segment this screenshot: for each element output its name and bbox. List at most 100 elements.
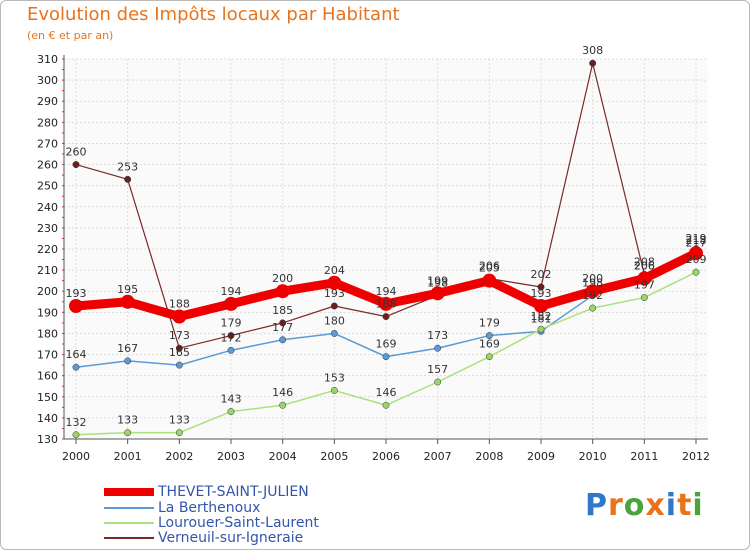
- data-label: 177: [272, 321, 293, 334]
- logo-letter: r: [608, 488, 624, 523]
- y-tick-label: 290: [37, 95, 58, 108]
- y-tick-label: 250: [37, 180, 58, 193]
- y-tick-label: 280: [37, 116, 58, 129]
- data-point: [537, 325, 545, 333]
- data-label: 146: [376, 386, 397, 399]
- data-label: 167: [117, 342, 138, 355]
- data-point: [120, 294, 135, 309]
- x-tick-label: 2005: [320, 450, 348, 463]
- data-label: 204: [324, 264, 345, 277]
- logo-letter: P: [585, 488, 608, 523]
- data-point: [279, 336, 287, 344]
- x-tick-label: 2000: [62, 450, 90, 463]
- data-label: 132: [66, 416, 87, 429]
- data-point: [537, 283, 545, 291]
- data-point: [330, 386, 338, 394]
- data-point: [227, 408, 235, 416]
- data-label: 164: [66, 348, 87, 361]
- y-tick-label: 190: [37, 306, 58, 319]
- legend-label: Lourouer-Saint-Laurent: [158, 514, 319, 531]
- data-point: [585, 284, 600, 299]
- x-tick-label: 2002: [165, 450, 193, 463]
- x-tick-label: 2008: [475, 450, 503, 463]
- data-point: [72, 431, 80, 439]
- legend-swatch: [104, 536, 154, 539]
- legend-item: Lourouer-Saint-Laurent: [104, 514, 319, 531]
- data-label: 198: [582, 276, 603, 289]
- data-point: [692, 268, 700, 276]
- y-tick-label: 200: [37, 285, 58, 298]
- chart-subtitle: (en € et par an): [27, 29, 114, 42]
- data-point: [279, 319, 287, 327]
- data-label: 153: [324, 371, 345, 384]
- x-tick-label: 2001: [114, 450, 142, 463]
- data-label: 200: [272, 272, 293, 285]
- data-label: 197: [634, 279, 655, 292]
- data-point: [175, 344, 183, 352]
- data-label: 188: [376, 298, 397, 311]
- data-label: 193: [324, 287, 345, 300]
- data-point: [327, 275, 342, 290]
- data-label: 194: [221, 285, 242, 298]
- legend-label: THEVET-SAINT-JULIEN: [158, 483, 309, 500]
- y-tick-label: 230: [37, 222, 58, 235]
- data-label: 199: [427, 274, 448, 287]
- data-point: [275, 284, 290, 299]
- proxiti-logo: Proxiti: [585, 488, 704, 523]
- logo-letter: i: [665, 488, 678, 523]
- x-tick-label: 2007: [424, 450, 452, 463]
- data-point: [430, 286, 445, 301]
- data-label: 193: [531, 287, 552, 300]
- data-label: 173: [427, 329, 448, 342]
- y-tick-label: 220: [37, 243, 58, 256]
- data-label: 182: [531, 310, 552, 323]
- data-label: 195: [117, 283, 138, 296]
- data-label: 198: [427, 276, 448, 289]
- data-label: 157: [427, 363, 448, 376]
- data-label: 173: [169, 329, 190, 342]
- data-label: 200: [582, 272, 603, 285]
- x-tick-label: 2004: [269, 450, 297, 463]
- x-tick-label: 2003: [217, 450, 245, 463]
- data-point: [124, 429, 132, 437]
- legend-swatch: [104, 506, 154, 509]
- data-point: [227, 346, 235, 354]
- y-tick-label: 180: [37, 327, 58, 340]
- x-tick-label: 2006: [372, 450, 400, 463]
- data-label: 165: [169, 346, 190, 359]
- data-point: [379, 296, 393, 311]
- data-label: 217: [686, 236, 707, 249]
- data-label: 188: [169, 298, 190, 311]
- data-label: 260: [66, 146, 87, 159]
- y-tick-label: 130: [37, 433, 58, 446]
- logo-letter: i: [692, 488, 704, 523]
- y-tick-label: 310: [37, 53, 58, 66]
- y-tick-label: 260: [37, 159, 58, 172]
- legend-swatch: [104, 487, 154, 496]
- legend-label: La Berthenoux: [158, 499, 261, 516]
- data-label: 206: [479, 260, 500, 273]
- legend-item: THEVET-SAINT-JULIEN: [104, 483, 309, 500]
- data-label: 308: [582, 44, 603, 57]
- data-label: 133: [117, 414, 138, 427]
- data-label: 180: [324, 314, 345, 327]
- data-point: [382, 353, 390, 361]
- data-label: 169: [376, 338, 397, 351]
- data-point: [224, 296, 238, 311]
- data-point: [330, 302, 338, 310]
- legend-swatch: [104, 521, 154, 524]
- data-point: [227, 332, 235, 340]
- data-point: [485, 332, 493, 340]
- legend-label: Verneuil-sur-Igneraie: [158, 529, 304, 546]
- x-tick-label: 2009: [527, 450, 555, 463]
- data-point: [72, 161, 80, 169]
- data-point: [69, 299, 83, 313]
- data-label: 179: [221, 317, 242, 330]
- data-point: [434, 344, 442, 352]
- data-label: 253: [117, 160, 138, 173]
- data-point: [689, 246, 703, 261]
- y-tick-label: 270: [37, 137, 58, 150]
- data-label: 193: [66, 287, 87, 300]
- data-label: 206: [634, 260, 655, 273]
